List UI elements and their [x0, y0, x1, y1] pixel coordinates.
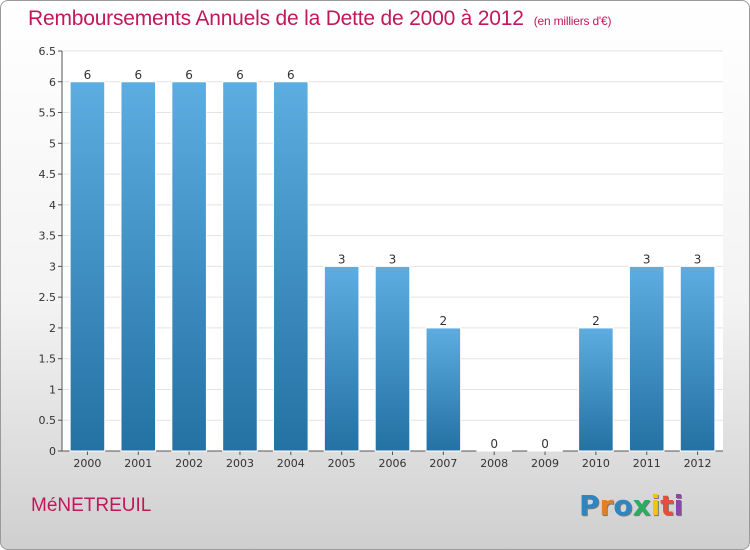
data-label: 6: [287, 68, 295, 82]
y-tick-label: 5.5: [39, 107, 57, 120]
x-tick-label: 2004: [277, 457, 305, 470]
y-tick-label: 6: [49, 76, 56, 89]
bar-2004: [273, 81, 309, 452]
y-tick-label: 0.5: [39, 414, 57, 427]
y-tick-label: 3: [49, 260, 56, 273]
data-label: 6: [236, 68, 244, 82]
x-tick-label: 2001: [124, 457, 152, 470]
x-tick-label: 2000: [73, 457, 101, 470]
proxiti-logo[interactable]: Proxiti: [579, 489, 683, 522]
data-label: 0: [541, 437, 549, 451]
data-label: 3: [338, 252, 346, 266]
chart-subtitle: (en milliers d'€): [533, 14, 612, 28]
y-tick-label: 2.5: [39, 291, 57, 304]
x-tick-label: 2011: [633, 457, 661, 470]
logo-letter: r: [599, 489, 614, 522]
x-tick-label: 2008: [480, 457, 508, 470]
bar-2005: [323, 265, 360, 452]
y-tick-label: 0: [49, 445, 56, 458]
bar-2009: [527, 449, 563, 452]
bar-2010: [578, 327, 614, 452]
y-tick-label: 1.5: [39, 353, 57, 366]
commune-name: MéNETREUIL: [31, 495, 152, 516]
x-tick-label: 2009: [531, 457, 559, 470]
data-label: 6: [134, 68, 142, 82]
logo-letter: x: [632, 489, 651, 522]
bar-2001: [120, 81, 157, 452]
logo-letter: t: [660, 489, 674, 522]
logo-letter: i: [673, 489, 684, 522]
x-tick-label: 2010: [582, 457, 610, 470]
labels: 00.511.522.533.544.555.566.5200062001620…: [39, 45, 712, 470]
bar-2012: [679, 265, 716, 452]
y-tick-label: 5: [49, 137, 56, 150]
data-label: 3: [694, 252, 702, 266]
y-tick-label: 1: [49, 383, 56, 396]
bar-2007: [425, 327, 462, 452]
logo-letter: P: [579, 489, 600, 522]
data-label: 2: [592, 314, 600, 328]
x-tick-label: 2002: [175, 457, 203, 470]
bar-2003: [222, 81, 258, 452]
y-tick-label: 2: [49, 322, 56, 335]
y-tick-label: 4.5: [39, 168, 57, 181]
logo-letter: o: [613, 489, 633, 522]
bar-2000: [69, 81, 106, 452]
data-label: 3: [643, 252, 651, 266]
x-tick-label: 2006: [379, 457, 407, 470]
bar-2008: [476, 449, 512, 452]
bar-2002: [171, 81, 207, 452]
y-tick-label: 3.5: [39, 230, 57, 243]
y-tick-label: 6.5: [39, 45, 57, 58]
x-tick-label: 2012: [684, 457, 712, 470]
data-label: 6: [84, 68, 92, 82]
logo-letter: i: [650, 489, 661, 522]
bars: [69, 81, 716, 452]
chart-title-text: Remboursements Annuels de la Dette de 20…: [28, 7, 524, 30]
data-label: 3: [389, 252, 397, 266]
data-label: 2: [440, 314, 448, 328]
x-tick-label: 2003: [226, 457, 254, 470]
bar-2011: [628, 265, 665, 452]
chart-title: Remboursements Annuels de la Dette de 20…: [28, 7, 611, 31]
data-label: 0: [490, 437, 498, 451]
x-tick-label: 2005: [328, 457, 356, 470]
data-label: 6: [185, 68, 193, 82]
bar-2006: [374, 265, 411, 452]
y-tick-label: 4: [49, 199, 56, 212]
x-tick-label: 2007: [429, 457, 457, 470]
